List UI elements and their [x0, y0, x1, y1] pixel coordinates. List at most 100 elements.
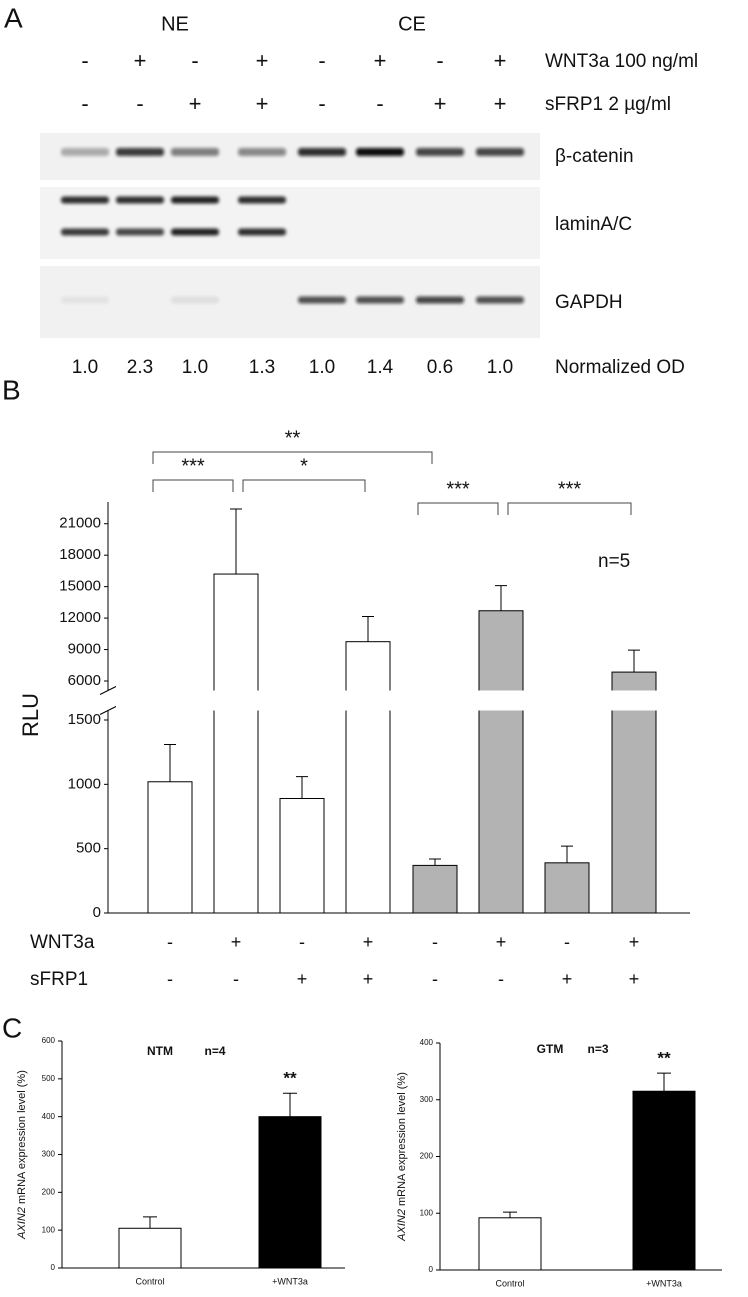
bar	[632, 1090, 696, 1271]
od-value: 1.0	[487, 357, 513, 378]
significance-label: **	[657, 1049, 671, 1068]
error-bar	[230, 508, 242, 575]
error-bar	[362, 616, 374, 642]
y-tick-label: 600	[42, 1036, 56, 1045]
y-tick-label: 500	[76, 840, 101, 857]
bar	[279, 797, 325, 914]
x-tick-label: +WNT3a	[272, 1276, 308, 1286]
condition-sign: -	[432, 969, 438, 989]
condition-sign: -	[167, 969, 173, 989]
treatment-sign: -	[81, 91, 88, 116]
y-tick-label: 0	[429, 1265, 434, 1274]
blot-label: GAPDH	[555, 292, 623, 313]
od-value: 2.3	[127, 357, 153, 378]
condition-sign: +	[629, 932, 640, 952]
condition-sign: -	[299, 932, 305, 952]
group-label: NE	[161, 13, 189, 35]
error-bar	[164, 743, 176, 782]
y-tick-label: 500	[42, 1074, 56, 1083]
y-tick-label: 18000	[59, 546, 101, 563]
treatment-label: WNT3a 100 ng/ml	[545, 51, 698, 72]
od-value: 1.3	[249, 357, 275, 378]
y-axis-label: AXIN2 mRNA expression level (%)	[16, 1070, 28, 1240]
y-tick-label: 100	[42, 1225, 56, 1234]
y-axis-label-text: mRNA expression level (%)	[396, 1072, 408, 1206]
error-bar	[495, 585, 507, 611]
condition-sign: +	[363, 932, 374, 952]
panel-label: B	[2, 374, 21, 405]
bar	[213, 573, 259, 914]
significance-bracket	[417, 502, 499, 515]
bar	[478, 610, 524, 914]
blot-band	[356, 148, 404, 156]
y-tick-label: 200	[420, 1152, 434, 1161]
chart-title: GTM	[537, 1042, 564, 1056]
y-tick-label: 6000	[68, 672, 101, 689]
blot-band	[416, 296, 464, 304]
y-tick-label: 0	[51, 1263, 56, 1272]
panel-label: C	[2, 1012, 22, 1043]
y-tick-label: 200	[42, 1187, 56, 1196]
condition-sign: -	[167, 932, 173, 952]
error-bar	[296, 776, 308, 799]
blot-band	[116, 228, 164, 236]
blot-band	[238, 228, 286, 236]
treatment-sign: -	[81, 48, 88, 73]
blot-band	[298, 148, 346, 156]
y-tick-label: 400	[420, 1038, 434, 1047]
condition-sign: +	[297, 969, 308, 989]
error-bar	[628, 649, 640, 673]
blot-band	[61, 148, 109, 156]
blot-band	[171, 228, 219, 236]
treatment-sign: +	[256, 91, 269, 116]
blot-strip	[40, 187, 540, 259]
y-axis-label: RLU	[18, 693, 43, 737]
condition-sign: +	[629, 969, 640, 989]
treatment-sign: +	[134, 48, 147, 73]
treatment-sign: +	[494, 48, 507, 73]
blot-band	[61, 296, 109, 304]
y-axis-label-text: mRNA expression level (%)	[16, 1070, 28, 1204]
bar	[258, 1116, 322, 1269]
axis-break	[98, 690, 692, 711]
panel-label: A	[4, 2, 23, 33]
y-tick-label: 21000	[59, 515, 101, 532]
treatment-sign: -	[318, 91, 325, 116]
blot-band	[116, 196, 164, 204]
treatment-label: sFRP1 2 µg/ml	[545, 94, 671, 115]
y-tick-label: 12000	[59, 609, 101, 626]
significance-label: ***	[446, 478, 470, 500]
treatment-sign: -	[136, 91, 143, 116]
bar	[611, 671, 657, 914]
y-tick-label: 400	[42, 1112, 56, 1121]
error-bar	[503, 1211, 517, 1218]
error-bar	[283, 1092, 297, 1117]
significance-label: **	[283, 1069, 297, 1088]
blot-band	[476, 148, 524, 156]
blot-band	[171, 296, 219, 304]
error-bar	[561, 845, 573, 863]
significance-bracket	[152, 451, 433, 464]
od-value: 1.0	[182, 357, 208, 378]
treatment-sign: +	[256, 48, 269, 73]
error-bar	[429, 858, 441, 866]
condition-sign: +	[562, 969, 573, 989]
blot-band	[61, 196, 109, 204]
condition-sign: +	[231, 932, 242, 952]
treatment-sign: -	[376, 91, 383, 116]
od-value: 1.0	[309, 357, 335, 378]
condition-label: sFRP1	[30, 969, 88, 990]
treatment-sign: -	[318, 48, 325, 73]
y-tick-label: 300	[420, 1095, 434, 1104]
blot-band	[171, 148, 219, 156]
treatment-sign: +	[374, 48, 387, 73]
significance-label: *	[300, 455, 308, 477]
y-axis-label-gene: AXIN2	[396, 1209, 408, 1242]
blot-band	[116, 148, 164, 156]
blot-label: laminA/C	[555, 214, 632, 235]
annotation: n=3	[587, 1042, 608, 1056]
condition-sign: -	[233, 969, 239, 989]
annotation: n=4	[204, 1044, 225, 1058]
y-axis-label-gene: AXIN2	[16, 1207, 28, 1240]
